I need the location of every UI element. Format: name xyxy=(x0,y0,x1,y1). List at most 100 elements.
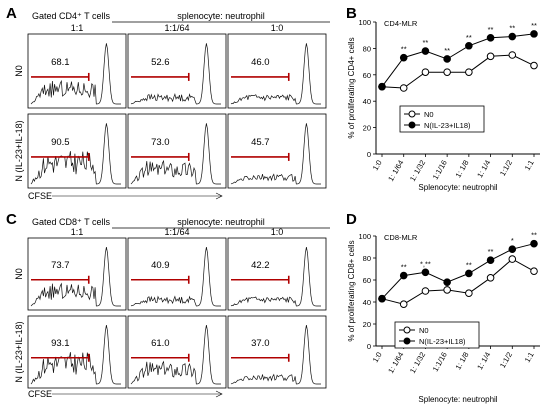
y-tick-label: 60 xyxy=(363,276,371,285)
panel-c-histogram-trace xyxy=(130,325,221,385)
data-point xyxy=(530,61,538,70)
panel-c-histogram-trace xyxy=(130,247,221,307)
x-axis-title: Splenocyte: neutrophil xyxy=(418,183,497,192)
legend-marker xyxy=(403,326,411,334)
panel-c-histogram-frame xyxy=(27,315,127,389)
panel-a-histogram-trace xyxy=(30,123,121,185)
panel-c-gate-value: 93.1 xyxy=(51,338,70,349)
x-tick-label: 1:0 xyxy=(371,351,384,365)
y-tick-label: 40 xyxy=(363,298,371,307)
panel-c-header: Gated CD8⁺ T cells xyxy=(32,217,110,227)
significance-marker: ** xyxy=(531,21,537,30)
legend-marker xyxy=(403,337,411,345)
x-tick-label: 1:1 xyxy=(523,159,536,173)
panel-c-histogram-trace xyxy=(230,247,321,307)
x-tick-label: 1: 1/8 xyxy=(453,159,470,180)
y-tick-label: 100 xyxy=(358,18,371,27)
panel-a-histogram-frame xyxy=(127,113,227,189)
panel-a-histogram-trace xyxy=(130,123,221,185)
x-tick-label: 1: 1/8 xyxy=(453,351,470,372)
data-point xyxy=(530,30,538,38)
data-point xyxy=(508,245,517,253)
data-point xyxy=(421,47,430,55)
data-point xyxy=(399,84,408,92)
panel-a-gate-value: 90.5 xyxy=(51,137,70,148)
legend-label: N(IL-23+IL18) xyxy=(419,337,466,346)
x-tick-label: 1:0 xyxy=(371,159,384,173)
y-tick-label: 20 xyxy=(363,320,371,329)
x-tick-label: 1:1/16 xyxy=(431,159,449,182)
panel-a-xlabel: CFSE xyxy=(28,191,52,201)
x-tick-label: 1:1/16 xyxy=(431,351,449,374)
data-point xyxy=(378,294,386,303)
panel-a-column-label: 1:1 xyxy=(71,23,84,33)
legend-marker xyxy=(408,121,416,129)
panel-letter-d: D xyxy=(346,211,357,228)
panel-c-histograms: 1:1 1:1/64 1:0 N0 73.7 40.9 42.2 N (IL-23+IL-18… xyxy=(14,227,327,389)
data-point xyxy=(486,256,495,265)
panel-c-column-label: 1:0 xyxy=(271,227,284,237)
panel-c-column-label: 1:1 xyxy=(71,227,84,237)
panel-letter-c: C xyxy=(6,211,17,228)
data-point xyxy=(486,34,495,42)
data-point xyxy=(486,52,495,61)
panel-letter-a: A xyxy=(6,5,17,22)
panel-a-histogram-frame xyxy=(127,33,227,109)
panel-a-histogram-trace xyxy=(230,123,321,185)
legend-marker xyxy=(408,110,416,118)
x-tick-label: 1: 1/4 xyxy=(475,351,492,372)
data-point xyxy=(465,269,473,278)
panel-a-gate-value: 73.0 xyxy=(151,137,170,148)
data-point xyxy=(443,55,451,63)
y-axis-title: % of proliferating CD8+ cells xyxy=(347,240,356,341)
significance-marker: * xyxy=(511,236,514,245)
significance-marker: *,** xyxy=(420,259,431,268)
x-tick-label: 1: 1/64 xyxy=(386,351,405,375)
y-tick-label: 20 xyxy=(363,124,371,133)
panel-a-histogram-trace xyxy=(30,43,121,105)
data-point xyxy=(486,274,495,282)
panel-c-gate-value: 37.0 xyxy=(251,338,270,349)
y-tick-label: 0 xyxy=(367,342,371,351)
x-tick-label: 1: 1/32 xyxy=(408,159,427,183)
chart-b: 0 20 40 60 80 100 % of proliferating CD4+ cell… xyxy=(347,18,540,192)
y-tick-label: 60 xyxy=(363,71,371,80)
panel-a-histogram-trace xyxy=(230,43,321,105)
significance-marker: ** xyxy=(509,24,515,33)
panel-a-gate-value: 52.6 xyxy=(151,57,170,68)
panel-a-gate-value: 46.0 xyxy=(251,57,270,68)
panel-a-gate-value: 45.7 xyxy=(251,137,270,148)
panel-c-histogram-trace xyxy=(30,325,121,385)
significance-marker: ** xyxy=(401,45,407,54)
y-tick-label: 100 xyxy=(358,232,371,241)
y-tick-label: 40 xyxy=(363,97,371,106)
data-point xyxy=(399,53,408,62)
data-point xyxy=(399,300,408,309)
data-point xyxy=(443,68,451,76)
panel-a-arrow xyxy=(52,192,223,200)
panel-c-histogram-frame xyxy=(27,237,127,311)
data-point xyxy=(530,239,538,248)
panel-c-column-label: 1:1/64 xyxy=(164,227,189,237)
panel-c-arrow xyxy=(52,390,223,398)
data-point xyxy=(465,41,473,50)
panel-a-ratio-title: splenocyte: neutrophil xyxy=(177,11,265,21)
panel-c-row-label: N0 xyxy=(14,268,24,280)
panel-a-histogram-trace xyxy=(130,43,221,105)
panel-a-histogram-frame xyxy=(27,33,127,109)
x-tick-label: 1:1/2 xyxy=(498,351,514,370)
panel-a-row-label: N (IL-23+IL-18) xyxy=(14,120,24,181)
data-point xyxy=(508,51,517,59)
y-tick-label: 0 xyxy=(367,150,371,159)
significance-marker: ** xyxy=(466,260,472,269)
panel-c-row-label: N (IL-23+IL-18) xyxy=(14,321,24,382)
panel-c-histogram-trace xyxy=(30,247,121,307)
significance-marker: ** xyxy=(444,46,450,55)
panel-a-row-label: N0 xyxy=(14,65,24,77)
panel-a-column-label: 1:0 xyxy=(271,23,284,33)
data-point xyxy=(508,255,517,263)
x-tick-label: 1: 1/64 xyxy=(386,159,405,183)
panel-c-gate-value: 40.9 xyxy=(151,260,170,271)
y-tick-label: 80 xyxy=(363,44,371,53)
